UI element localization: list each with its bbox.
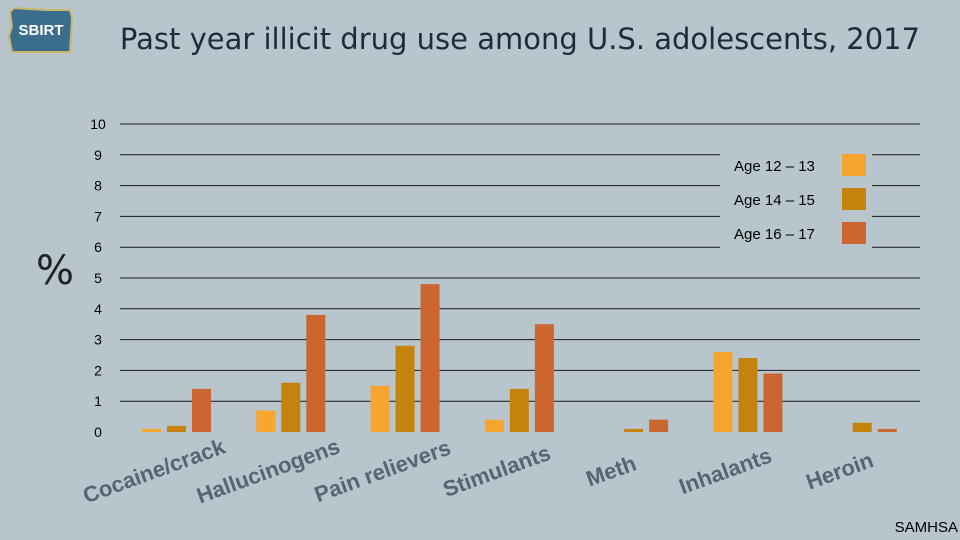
bar	[852, 422, 872, 432]
logo-text: SBIRT	[18, 22, 64, 39]
legend-label: Age 16 – 17	[734, 226, 815, 243]
legend-swatch	[842, 188, 866, 210]
x-category-label: Heroin	[803, 447, 877, 494]
bar	[763, 373, 783, 432]
bar	[167, 425, 186, 432]
legend-label: Age 14 – 15	[734, 192, 815, 209]
legend-swatch	[842, 222, 866, 244]
bar	[395, 345, 415, 432]
bar	[738, 358, 758, 432]
y-axis-unit: %	[36, 248, 75, 294]
oregon-logo	[7, 6, 74, 53]
y-tick-label: 10	[90, 116, 106, 132]
bar	[281, 382, 301, 432]
y-tick-label: 3	[94, 332, 102, 348]
bar	[484, 419, 504, 432]
y-tick-label: 1	[94, 393, 102, 409]
bar	[534, 324, 554, 432]
bar	[142, 428, 161, 432]
y-tick-label: 6	[94, 239, 102, 255]
y-tick-label: 9	[94, 147, 102, 163]
bar	[370, 385, 390, 432]
source-label: SAMHSA	[894, 519, 958, 536]
bar	[306, 314, 326, 432]
x-category-label: Meth	[583, 450, 640, 491]
y-tick-label: 0	[94, 424, 102, 440]
bar	[192, 388, 211, 432]
bar	[649, 419, 669, 432]
x-category-label: Stimulants	[440, 440, 554, 502]
legend-label: Age 12 – 13	[734, 158, 815, 175]
y-tick-label: 2	[94, 362, 102, 378]
chart-title: Past year illicit drug use among U.S. ad…	[119, 22, 921, 56]
bar	[256, 410, 276, 432]
y-tick-label: 5	[94, 270, 102, 286]
y-tick-label: 8	[94, 178, 102, 194]
bar	[420, 284, 440, 432]
y-tick-label: 7	[94, 208, 102, 224]
legend-swatch	[842, 154, 866, 176]
bar	[713, 351, 733, 432]
bar	[877, 428, 897, 432]
y-tick-label: 4	[94, 301, 102, 317]
bar	[509, 388, 529, 432]
x-category-label: Inhalants	[676, 443, 775, 500]
bar	[624, 428, 644, 432]
